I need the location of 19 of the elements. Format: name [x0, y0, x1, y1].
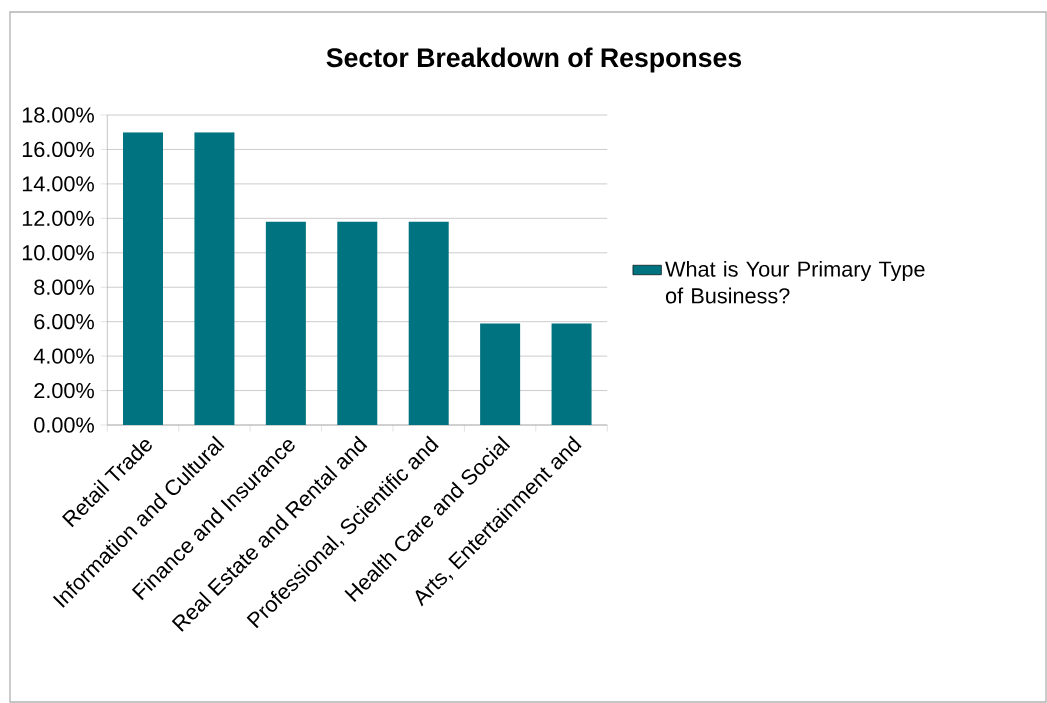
legend-label: What is Your Primary Type of Business? — [665, 260, 925, 304]
bar — [194, 132, 235, 426]
bar — [123, 132, 163, 426]
bar — [551, 323, 592, 426]
bar — [480, 323, 521, 426]
y-tick-label: 0.00% — [34, 417, 94, 433]
y-tick-label: 16.00% — [22, 141, 94, 158]
bar — [337, 221, 378, 426]
y-tick-label: 10.00% — [22, 245, 94, 261]
bar — [265, 221, 306, 426]
y-tick-label: 18.00% — [22, 107, 94, 123]
y-tick-label: 2.00% — [34, 382, 94, 399]
y-tick-label: 12.00% — [22, 210, 94, 227]
bar — [408, 221, 449, 426]
y-tick-label: 6.00% — [34, 314, 94, 330]
y-tick-label: 8.00% — [34, 279, 94, 295]
chart-title: Sector Breakdown of Responses — [326, 47, 742, 73]
y-tick-label: 4.00% — [33, 348, 94, 364]
y-tick-label: 14.00% — [22, 176, 94, 192]
